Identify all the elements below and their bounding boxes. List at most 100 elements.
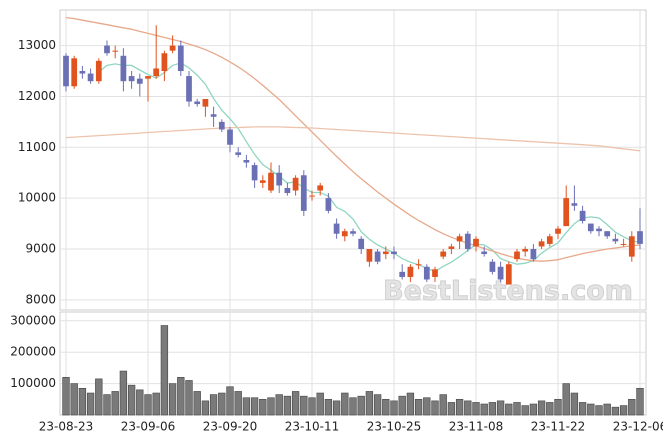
candle-body — [120, 55, 127, 82]
candle-body — [374, 251, 381, 262]
volume-bar — [554, 398, 562, 416]
candle-body — [79, 71, 86, 74]
volume-bar — [603, 403, 611, 416]
candle-body — [366, 248, 373, 262]
candle-body — [136, 78, 143, 84]
volume-bar — [619, 405, 628, 416]
volume-bar — [341, 392, 349, 416]
y-tick-label: 8000 — [25, 292, 56, 306]
volume-bar — [480, 403, 488, 416]
volume-bar — [529, 403, 538, 416]
volume-bar — [324, 398, 333, 416]
candle-body — [505, 264, 512, 285]
volume-bar — [127, 384, 136, 416]
volume-bar — [455, 398, 464, 416]
x-tick-label: 23-10-11 — [285, 420, 339, 434]
candle-body — [87, 73, 94, 82]
x-tick-label: 23-11-22 — [531, 420, 585, 434]
y-tick-label: 9000 — [25, 241, 56, 255]
candle-body — [95, 60, 102, 82]
candle-body — [489, 261, 496, 272]
volume-bar — [234, 391, 242, 416]
candle-body — [227, 129, 233, 145]
candle-body — [317, 185, 324, 191]
candle-body — [530, 248, 537, 260]
volume-bar — [398, 395, 406, 416]
candle-body — [546, 236, 553, 244]
candle-body — [292, 177, 299, 191]
y-tick-label: 10000 — [18, 191, 56, 205]
volume-bar — [250, 397, 259, 416]
candle-body — [407, 266, 414, 277]
volume-bar — [291, 391, 300, 416]
candle-body — [579, 210, 586, 222]
candle-body — [284, 187, 291, 194]
x-tick-label: 23-09-20 — [203, 420, 257, 434]
volume-bar — [521, 405, 529, 416]
candle-body — [440, 251, 447, 257]
candle-body — [177, 45, 184, 72]
volume-bar — [62, 377, 70, 416]
volume-bar — [537, 400, 546, 416]
candle-body — [235, 152, 242, 155]
volume-bar — [505, 403, 513, 416]
candle-body — [186, 76, 192, 102]
candle-body — [350, 231, 356, 234]
candle-body — [325, 198, 332, 211]
moving-average-line — [65, 16, 641, 262]
volume-bar — [209, 394, 218, 416]
candle-body — [571, 203, 578, 206]
volume-bar — [578, 402, 587, 416]
volume-bar — [185, 380, 193, 416]
candle-body — [432, 269, 438, 277]
candle-body — [268, 172, 274, 191]
volume-bar — [472, 402, 480, 416]
candle-body — [555, 228, 561, 234]
candle-body — [104, 45, 110, 54]
volume-bar — [168, 383, 177, 416]
volume-bar — [144, 394, 152, 416]
x-tick-label: 23-11-08 — [449, 420, 503, 434]
volume-bar — [431, 400, 439, 416]
volume-bar — [513, 402, 521, 416]
candle-body — [637, 231, 643, 244]
candle-body — [112, 50, 119, 52]
volume-bar — [86, 392, 95, 416]
volume-bar — [464, 400, 472, 416]
volume-bar — [226, 386, 234, 416]
candle-body — [522, 248, 529, 252]
volume-bar — [447, 402, 456, 416]
x-tick-label: 23-09-06 — [121, 420, 175, 434]
candle-body — [169, 45, 176, 51]
candle-body — [243, 160, 250, 163]
volume-bar — [119, 370, 128, 416]
candle-body — [448, 246, 455, 249]
volume-bar — [365, 391, 374, 416]
volume-bar — [406, 392, 415, 416]
volume-bar — [382, 398, 390, 416]
volume-bar — [546, 402, 554, 416]
volume-bar — [414, 398, 423, 416]
candle-body — [153, 68, 160, 77]
volume-bar — [332, 400, 341, 416]
candle-body — [563, 198, 570, 227]
volume-bar — [152, 392, 160, 416]
candle-body — [341, 231, 348, 237]
volume-bar — [439, 394, 447, 416]
volume-bar — [95, 378, 103, 416]
volume-bar — [488, 402, 497, 416]
volume-bar — [70, 383, 78, 416]
volume-bar — [275, 394, 283, 416]
candle-body — [473, 238, 479, 247]
y-tick-label: 12000 — [18, 89, 56, 103]
volume-bar — [300, 395, 308, 416]
candle-body — [309, 195, 315, 197]
volume-bar — [390, 400, 398, 416]
volume-bar — [636, 388, 644, 416]
candle-body — [300, 175, 307, 211]
y-tick-label: 100000 — [10, 376, 56, 390]
candle-body — [596, 228, 602, 232]
candle-body — [612, 238, 619, 242]
candle-body — [218, 121, 225, 130]
